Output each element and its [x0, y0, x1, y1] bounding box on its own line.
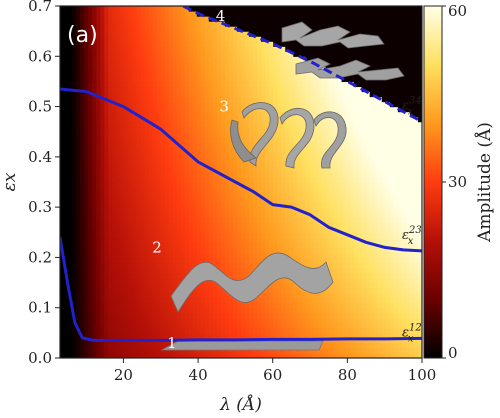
y-tick-label: 0.6	[28, 47, 52, 65]
x-axis: 20 40 60 80 100	[114, 358, 436, 384]
flat-sheet-shape	[160, 340, 324, 351]
curve-eps-x-34	[182, 6, 422, 124]
x-tick-label: 80	[338, 366, 357, 384]
y-axis: 0.0 0.1 0.2 0.3 0.4 0.5 0.6 0.7	[28, 0, 60, 367]
folded-sheet-shape	[230, 102, 347, 169]
region-label-2: 2	[152, 238, 162, 256]
y-axis-label: εx	[0, 172, 20, 191]
y-tick-label: 0.4	[28, 148, 52, 166]
x-tick-label: 60	[263, 366, 282, 384]
surface-shapes	[160, 21, 405, 351]
colorbar-label: Amplitude (Å)	[474, 122, 495, 243]
region-label-1: 1	[167, 334, 177, 352]
heatmap	[60, 6, 422, 358]
y-tick-label: 0.7	[28, 0, 52, 15]
wavy-sheet-shape	[170, 252, 334, 313]
curve-eps-x-23	[60, 87, 422, 253]
highly-folded-sheet-shape	[281, 21, 405, 81]
curves	[60, 6, 422, 342]
x-tick-label: 20	[114, 366, 133, 384]
colorbar-tick-label: 60	[448, 2, 467, 20]
curve-label-eps-x-12: ε12 x	[402, 322, 422, 344]
plot-frame	[59, 5, 423, 359]
colorbar-axis: 0 30 60	[442, 2, 467, 362]
y-tick-label: 0.3	[28, 198, 52, 216]
curve-label-eps-x-34: ε34 x	[402, 96, 422, 118]
colorbar-tick-label: 0	[448, 344, 458, 362]
curve-eps-x-12	[60, 237, 422, 342]
overlay-labels: 1 2 3 4 ε12 x ε23 x ε34 x	[152, 7, 421, 352]
x-tick-label: 40	[189, 366, 208, 384]
region-label-3: 3	[219, 98, 229, 116]
curve-label-eps-x-23: ε23 x	[402, 225, 422, 247]
x-axis-label: λ (Å)	[219, 394, 262, 415]
colorbar	[423, 5, 443, 359]
y-tick-label: 0.5	[28, 98, 52, 116]
region-label-4: 4	[216, 7, 226, 25]
x-tick-label: 100	[408, 366, 437, 384]
y-tick-label: 0.1	[28, 299, 52, 317]
panel-label: (a)	[67, 23, 98, 48]
y-tick-label: 0.2	[28, 248, 52, 266]
y-tick-label: 0.0	[28, 349, 52, 367]
colorbar-tick-label: 30	[448, 173, 467, 191]
